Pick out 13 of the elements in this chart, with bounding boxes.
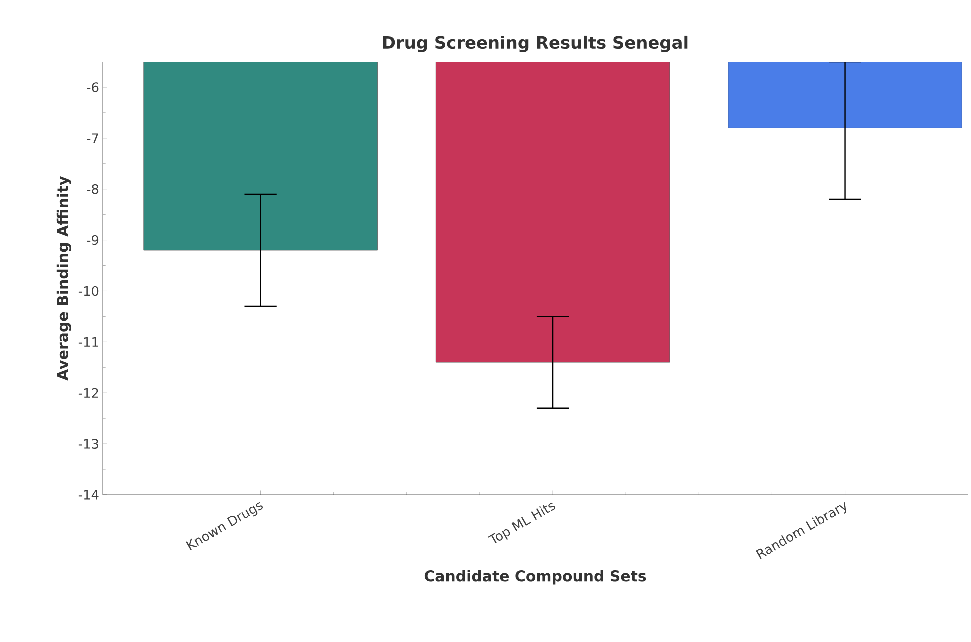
y-tick-label: -10 [78,286,99,296]
x-axis-title: Candidate Compound Sets [424,570,646,585]
y-tick-label: -12 [78,388,98,398]
x-tick-label: Top ML Hits [488,502,556,544]
y-tick-label: -6 [87,82,99,92]
y-tick-label: -7 [87,134,98,144]
y-tick-label: -9 [87,235,99,246]
y-tick-label: -11 [78,337,98,347]
y-axis-title: Average Binding Affinity [56,176,72,381]
chart-title: Drug Screening Results Senegal [384,36,688,52]
y-tick-label: -14 [78,490,99,500]
y-tick-label: -8 [87,184,99,194]
y-tick-label: -13 [78,439,98,449]
